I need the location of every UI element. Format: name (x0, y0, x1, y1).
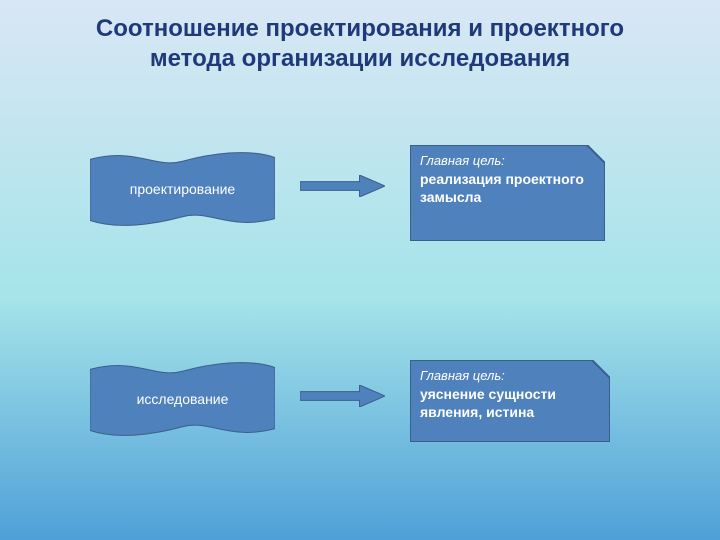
arrow-icon (300, 385, 385, 407)
goal-body: уяснение сущности явления, истина (420, 386, 600, 421)
banner-label: проектирование (90, 150, 275, 228)
goal-lead: Главная цель: (420, 153, 595, 169)
goal-text: Главная цель: уяснение сущности явления,… (420, 368, 600, 421)
goal-text: Главная цель: реализация проектного замы… (420, 153, 595, 206)
banner-label: исследование (90, 360, 275, 438)
banner-research: исследование (90, 360, 275, 438)
right-arrow-icon (300, 175, 385, 197)
goal-lead: Главная цель: (420, 368, 600, 384)
slide-title: Соотношение проектирования и проектного … (60, 14, 660, 74)
goal-box-research: Главная цель: уяснение сущности явления,… (410, 360, 610, 442)
slide-stage: Соотношение проектирования и проектного … (0, 0, 720, 540)
goal-body: реализация проектного замысла (420, 171, 595, 206)
arrow-icon (300, 175, 385, 197)
goal-box-design: Главная цель: реализация проектного замы… (410, 145, 605, 241)
banner-design: проектирование (90, 150, 275, 228)
right-arrow-icon (300, 385, 385, 407)
